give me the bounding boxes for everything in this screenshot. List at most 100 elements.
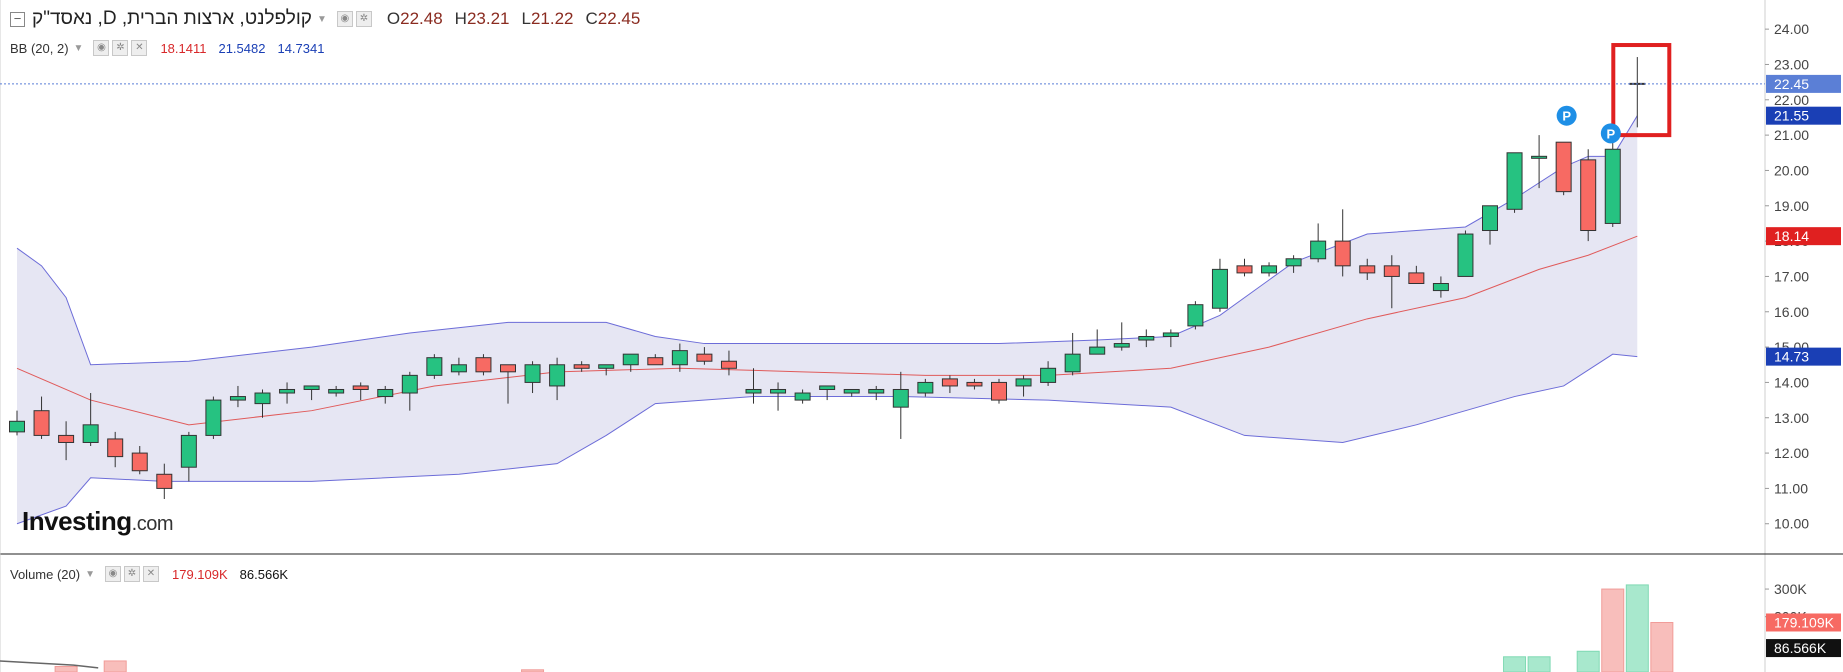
- volume-tag-bg: [1766, 613, 1841, 632]
- bb-middle-value: 18.1411: [160, 40, 207, 56]
- high-value: 23.21: [466, 9, 510, 28]
- candle: [1310, 223, 1327, 263]
- price-tag: 21.55: [1766, 106, 1841, 125]
- candle: [1138, 329, 1155, 348]
- volume-tag: 179.109K: [1766, 613, 1841, 632]
- candle: [1482, 205, 1498, 245]
- p-marker-circle: [1600, 123, 1621, 144]
- candle-body: [205, 399, 222, 436]
- collapse-icon[interactable]: −: [10, 11, 25, 27]
- candle-body: [377, 388, 394, 398]
- volume-tag-text: 179.109K: [1774, 614, 1835, 630]
- investing-logo: Investing.com: [22, 506, 173, 536]
- price-tag: 18.14: [1766, 227, 1841, 246]
- candle-body: [475, 357, 492, 373]
- volume-bar: [1650, 622, 1674, 672]
- candle: [524, 361, 541, 394]
- candle: [426, 354, 443, 379]
- candle-body: [156, 473, 173, 489]
- chevron-down-icon[interactable]: ▼: [85, 568, 95, 580]
- chevron-down-icon[interactable]: ▼: [316, 13, 327, 25]
- candle: [1408, 265, 1425, 284]
- p-marker: P: [1556, 105, 1577, 126]
- candle-body: [622, 353, 639, 366]
- candle: [377, 385, 394, 404]
- price-tag-bg: [1766, 347, 1841, 366]
- price-tag-text: 18.14: [1774, 228, 1809, 244]
- candle-body: [647, 357, 664, 366]
- price-tag-text: 14.73: [1774, 349, 1809, 365]
- volume-ma-value: 86.566K: [239, 566, 289, 582]
- candle-body: [1432, 283, 1449, 292]
- candle: [1506, 152, 1523, 213]
- candle: [745, 368, 762, 404]
- price-tag-bg: [1766, 74, 1841, 93]
- candle: [720, 350, 737, 376]
- volume-name: Volume (20): [10, 566, 81, 582]
- candle: [1334, 209, 1351, 277]
- eye-icon[interactable]: ◉: [105, 566, 121, 582]
- volume-header: Volume (20) ▼ ◉ ✲ ✕ 179.109K 86.566K: [10, 566, 288, 582]
- open-label: O: [386, 9, 401, 28]
- candle: [205, 396, 222, 439]
- candle-body: [671, 350, 688, 366]
- candle: [82, 393, 99, 447]
- candle: [500, 364, 516, 404]
- candle: [1261, 262, 1278, 277]
- close-icon[interactable]: ✕: [131, 40, 148, 56]
- candle: [1113, 322, 1130, 351]
- candle: [180, 431, 197, 482]
- gear-icon[interactable]: ✲: [355, 11, 372, 27]
- candle: [352, 382, 369, 401]
- candle: [794, 389, 811, 404]
- candle-body: [1015, 378, 1032, 387]
- candles[interactable]: [9, 57, 1646, 500]
- candle: [1040, 361, 1057, 386]
- candle: [622, 353, 639, 372]
- y-tick-label: 20.00: [1774, 162, 1809, 178]
- candle: [696, 347, 713, 365]
- candle-body: [1457, 233, 1474, 277]
- y-tick-label: 12.00: [1774, 445, 1809, 461]
- bb-middle-line: [16, 235, 1638, 426]
- candle-body: [1506, 152, 1523, 210]
- volume-bar: [1625, 584, 1649, 672]
- candle: [279, 382, 296, 404]
- eye-icon[interactable]: ◉: [93, 40, 110, 56]
- close-icon[interactable]: ✕: [143, 566, 159, 582]
- candle: [1359, 258, 1376, 280]
- candle: [1162, 329, 1179, 348]
- candle: [450, 357, 467, 376]
- candle-body: [892, 388, 909, 408]
- eye-icon[interactable]: ◉: [336, 11, 353, 27]
- chevron-down-icon[interactable]: ▼: [73, 42, 84, 54]
- candle-body: [107, 438, 124, 458]
- candle-body: [1555, 141, 1572, 193]
- candle: [1015, 375, 1032, 397]
- p-marker-label: P: [1607, 126, 1616, 141]
- candle-body: [229, 396, 246, 401]
- candle: [1236, 258, 1253, 277]
- candle-body: [1040, 367, 1057, 383]
- candle: [1531, 135, 1548, 189]
- candle: [33, 396, 50, 439]
- price-tag: 22.45: [1766, 74, 1841, 93]
- candle-body: [180, 434, 197, 468]
- volume-bar: [1576, 650, 1600, 672]
- candle-body: [426, 357, 443, 376]
- candle-body: [1604, 148, 1621, 224]
- y-tick-label: 19.00: [1774, 198, 1809, 214]
- candle-body: [819, 385, 836, 390]
- candle: [1580, 149, 1597, 242]
- bb-header: BB (20, 2) ▼ ◉ ✲ ✕ 18.1411 21.5482 14.73…: [10, 40, 324, 56]
- candle: [549, 357, 566, 401]
- candle: [843, 388, 860, 397]
- bb-name: BB (20, 2): [10, 40, 69, 56]
- candle: [131, 446, 148, 475]
- gear-icon[interactable]: ✲: [124, 566, 140, 582]
- y-tick-label: 24.00: [1774, 21, 1809, 37]
- candle: [303, 385, 320, 401]
- candle: [1555, 141, 1572, 196]
- gear-icon[interactable]: ✲: [112, 40, 129, 56]
